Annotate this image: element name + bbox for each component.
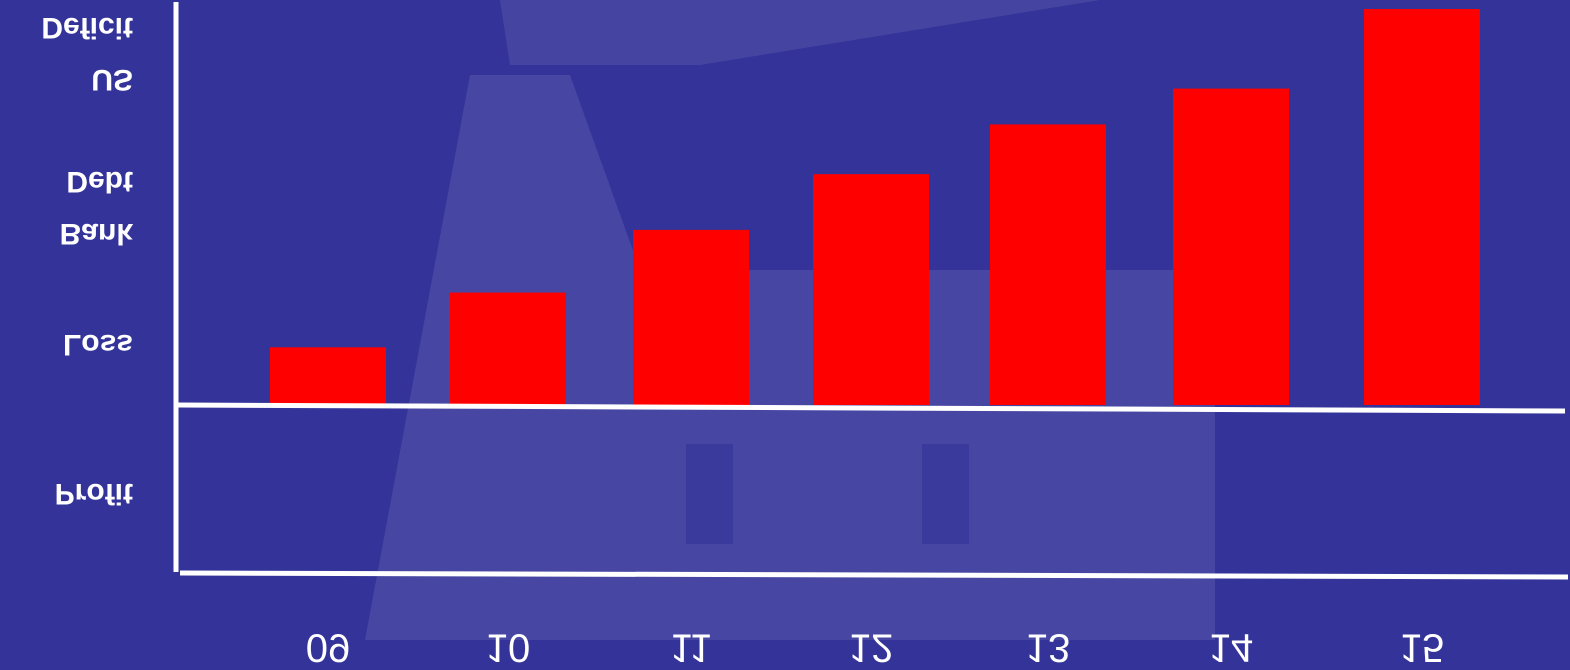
bar [990,124,1106,405]
y-label: Deficit [41,11,133,44]
bar [633,229,749,405]
bar [450,292,566,405]
smoke-decoration [500,0,1100,65]
bar [270,347,386,405]
x-tick-label: 13 [1026,625,1071,669]
window-decoration [922,444,969,544]
x-tick-label: 15 [1400,625,1445,669]
bar [1173,88,1289,405]
x-tick-label: 12 [849,625,894,669]
x-tick-label: 09 [306,625,351,669]
x-tick-label: 14 [1209,625,1254,669]
y-label: US [91,63,133,96]
y-label: Debt [66,165,133,198]
x-tick-label: 11 [670,625,712,669]
bar [813,174,929,405]
bottom-line [179,570,1569,580]
bar [1364,8,1480,406]
window-decoration [686,444,733,544]
y-label: Profit [55,477,133,510]
y-label: Loss [63,328,133,361]
x-tick-label: 10 [486,625,531,669]
baseline [177,402,1566,414]
factory-decoration [365,75,1215,640]
y-label: Bank [60,217,134,250]
